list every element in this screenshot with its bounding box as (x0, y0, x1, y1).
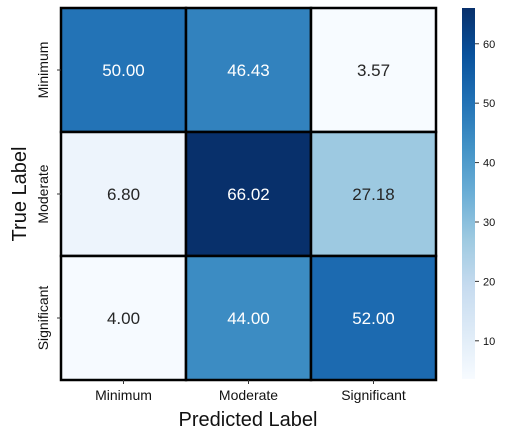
cell-value-r2-c0: 4.00 (107, 309, 140, 328)
colorbar-gradient (462, 8, 475, 379)
heatmap-cell-r0-c0 (59, 6, 188, 134)
cell-value-r2-c2: 52.00 (352, 309, 395, 328)
cell-value-r0-c0: 50.00 (102, 61, 145, 80)
colorbar-tick-label-3: 40 (483, 158, 495, 170)
cell-value-r1-c0: 6.80 (107, 185, 140, 204)
y-tick-label-2: Significant (35, 286, 51, 351)
y-axis-label: True Label (9, 147, 31, 242)
cell-value-r1-c2: 27.18 (352, 185, 395, 204)
cell-value-r1-c1: 66.02 (227, 185, 270, 204)
cell-value-r0-c2: 3.57 (357, 61, 390, 80)
heatmap-cell-r0-c2 (309, 6, 438, 134)
colorbar: 10 20 30 40 50 60 (462, 8, 495, 379)
colorbar-tick-label-0: 10 (483, 336, 495, 348)
y-tick-label-1: Moderate (35, 164, 51, 223)
x-tick-label-2: Significant (341, 387, 406, 403)
y-tick-label-0: Minimum (35, 42, 51, 99)
y-tick-labels: Minimum Moderate Significant (35, 42, 61, 351)
heatmap-cell-labels: 50.00 46.43 3.57 6.80 66.02 27.18 4.00 44.00 52.… (102, 61, 395, 328)
x-tick-label-0: Minimum (95, 387, 152, 403)
heatmap-cell-r0-c1 (184, 6, 313, 134)
cell-value-r0-c1: 46.43 (227, 61, 270, 80)
heatmap-cell-r1-c2 (309, 130, 438, 258)
x-tick-label-1: Moderate (219, 387, 278, 403)
colorbar-tick-label-4: 50 (483, 98, 495, 110)
colorbar-tick-label-1: 20 (483, 276, 495, 288)
cell-value-r2-c1: 44.00 (227, 309, 270, 328)
colorbar-tick-label-5: 60 (483, 39, 495, 51)
heatmap-cell-r2-c1 (184, 254, 313, 382)
colorbar-tick-label-2: 30 (483, 217, 495, 229)
x-tick-labels: Minimum Moderate Significant (95, 380, 406, 403)
heatmap-cells (59, 6, 438, 382)
x-axis-label: Predicted Label (179, 409, 318, 431)
